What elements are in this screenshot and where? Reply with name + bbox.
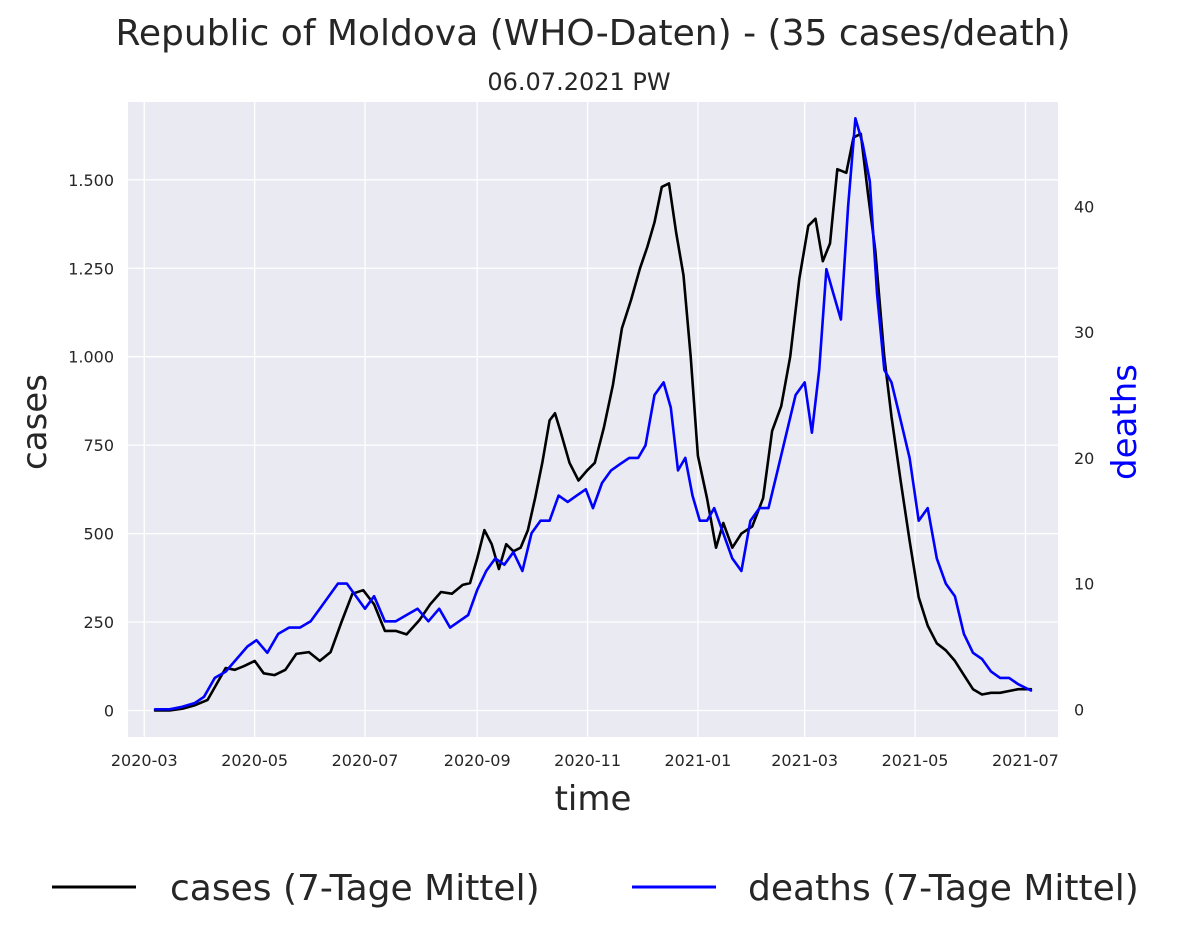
y2-tick-label: 40 — [1074, 197, 1094, 216]
gridlines — [128, 102, 1058, 737]
x-tick-label: 2020-03 — [111, 751, 178, 770]
y2-tick-label: 10 — [1074, 575, 1094, 594]
deaths-line — [153, 117, 1033, 711]
y-tick-label: 750 — [83, 436, 114, 455]
y2-axis-label: deaths — [1105, 364, 1145, 480]
x-tick-label: 2021-01 — [665, 751, 732, 770]
x-axis-label: time — [555, 779, 632, 819]
y2-tick-label: 30 — [1074, 323, 1094, 342]
legend-label-deaths: deaths (7-Tage Mittel) — [748, 868, 1139, 909]
chart-subtitle: 06.07.2021 PW — [487, 68, 670, 96]
x-tick-labels: 2020-03 2020-05 2020-07 2020-09 2020-11 2021-… — [111, 751, 1059, 770]
y2-tick-labels: 0 10 20 30 40 — [1074, 197, 1094, 719]
y-tick-label: 500 — [83, 525, 114, 544]
y2-tick-label: 20 — [1074, 449, 1094, 468]
x-tick-label: 2020-11 — [554, 751, 621, 770]
chart-title: Republic of Moldova (WHO-Daten) - (35 ca… — [115, 13, 1070, 54]
y-tick-label: 1.000 — [68, 348, 114, 367]
series-layer — [153, 117, 1033, 712]
y-tick-labels: 0 250 500 750 1.000 1.250 1.500 — [68, 171, 114, 721]
x-tick-label: 2021-03 — [771, 751, 838, 770]
y-tick-label: 0 — [104, 701, 114, 720]
x-tick-label: 2021-07 — [992, 751, 1059, 770]
legend-label-cases: cases (7-Tage Mittel) — [170, 868, 540, 909]
x-tick-label: 2020-07 — [332, 751, 399, 770]
legend: cases (7-Tage Mittel) deaths (7-Tage Mit… — [52, 868, 1139, 909]
cases-line — [153, 132, 1033, 712]
x-tick-label: 2020-05 — [221, 751, 288, 770]
y2-tick-label: 0 — [1074, 700, 1084, 719]
y-tick-label: 1.250 — [68, 259, 114, 278]
x-tick-label: 2021-05 — [882, 751, 949, 770]
x-tick-label: 2020-09 — [444, 751, 511, 770]
plot-area — [128, 102, 1058, 737]
y-axis-label: cases — [15, 374, 55, 470]
y-tick-label: 250 — [83, 613, 114, 632]
y-tick-label: 1.500 — [68, 171, 114, 190]
